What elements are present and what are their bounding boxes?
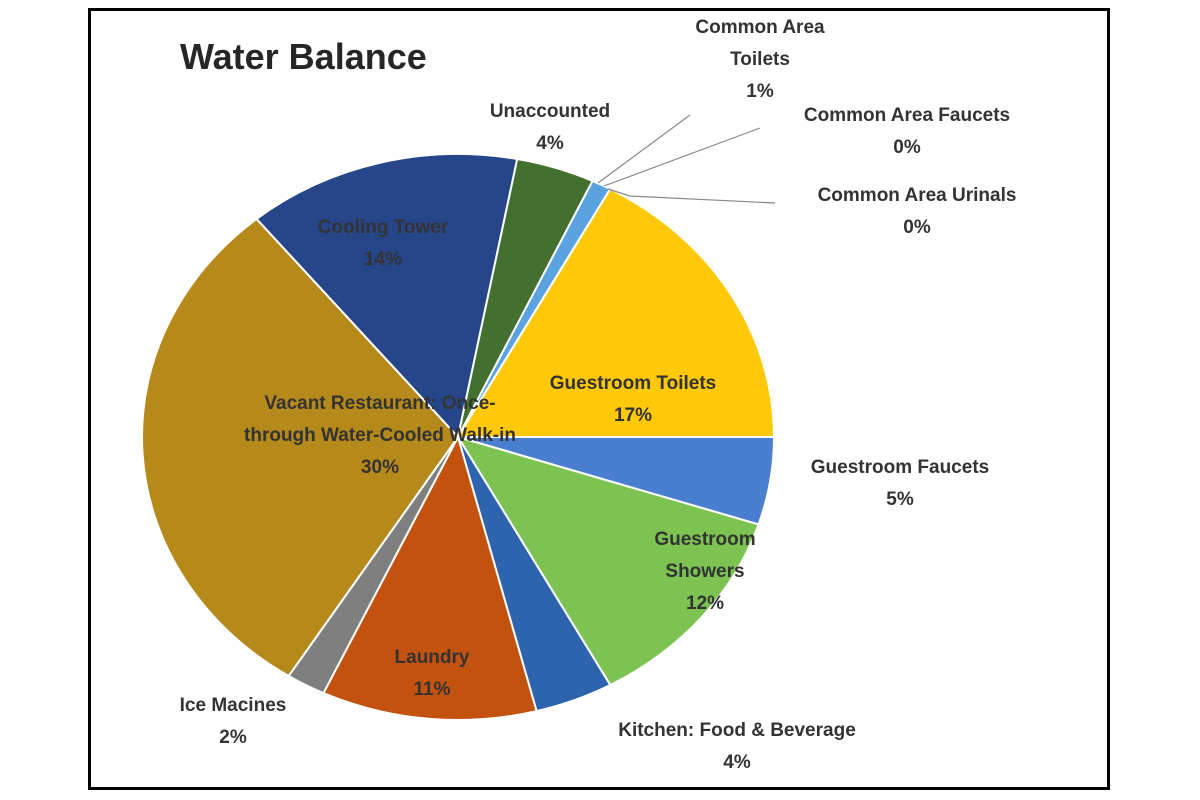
pie-slice [455, 435, 760, 687]
slice-label: Unaccounted 4% [440, 96, 660, 160]
slice-value: 12% [685, 593, 725, 614]
slice-name: Guestroom Toilets [549, 373, 717, 394]
slice-value: 5% [886, 489, 914, 510]
slice-name: Ice Macines [179, 695, 287, 716]
slice-label: Cooling Tower 14% [273, 212, 493, 276]
slice-name: Guestroom Showers [654, 529, 756, 582]
slice-label: Common Area Urinals 0% [757, 180, 1077, 244]
slice-name: Vacant Restaurant: Once-through Water-Co… [244, 393, 516, 446]
slice-value: 0% [903, 217, 931, 238]
slice-name: Guestroom Faucets [810, 457, 990, 478]
slice-value: 4% [536, 133, 564, 154]
slice-name: Common Area Urinals [817, 185, 1017, 206]
slice-value: 4% [723, 752, 751, 773]
slice-name: Kitchen: Food & Beverage [618, 720, 856, 741]
slice-value: 0% [893, 137, 921, 158]
slice-name: Common Area Toilets [695, 17, 825, 70]
slice-label: Common Area Faucets 0% [747, 100, 1067, 164]
slice-value: 17% [613, 405, 653, 426]
pie-slice [456, 187, 776, 438]
chart-title: Water Balance [180, 36, 427, 77]
slice-label: Ice Macines 2% [133, 690, 333, 754]
chart-frame [88, 8, 1110, 790]
slice-label: Guestroom Showers 12% [625, 524, 785, 620]
slice-value: 30% [360, 457, 400, 478]
slice-value: 1% [746, 81, 774, 102]
slice-label: Vacant Restaurant: Once-through Water-Co… [240, 388, 520, 484]
slice-name: Unaccounted [489, 101, 611, 122]
pie-slice [255, 153, 519, 440]
slice-value: 2% [219, 727, 247, 748]
leader-line [597, 114, 691, 184]
slice-label: Kitchen: Food & Beverage 4% [557, 715, 917, 779]
slice-value: 11% [413, 679, 451, 700]
pie-slice [322, 434, 538, 721]
leader-line [603, 127, 761, 187]
slice-name: Common Area Faucets [803, 105, 1011, 126]
pie-slice [141, 217, 460, 678]
slice-label: Guestroom Faucets 5% [750, 452, 1050, 516]
leader-line [607, 188, 776, 204]
slice-name: Cooling Tower [317, 217, 449, 238]
slice-value: 14% [363, 249, 403, 270]
slice-label: Guestroom Toilets 17% [503, 368, 763, 432]
slice-label: Common Area Toilets 1% [690, 12, 830, 108]
slice-label: Laundry 11% [352, 642, 512, 706]
slice-name: Laundry [394, 647, 470, 668]
